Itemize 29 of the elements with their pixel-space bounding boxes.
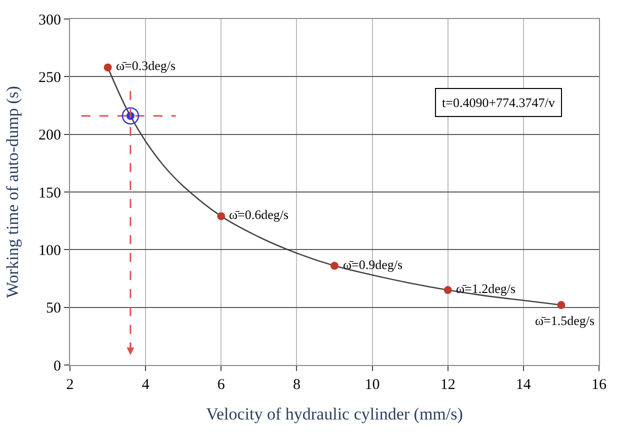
annotation: ω̄=0.3deg/s xyxy=(116,58,176,73)
x-tick-label: 2 xyxy=(66,377,74,393)
point xyxy=(217,212,226,220)
point xyxy=(122,107,140,125)
annotation: ω̄=0.6deg/s xyxy=(229,207,289,222)
x-tick-label: 8 xyxy=(292,377,300,393)
point xyxy=(557,301,566,310)
x-tick-label: 16 xyxy=(592,377,607,393)
y-tick-label: 300 xyxy=(38,12,61,28)
x-axis-title: Velocity of hydraulic cylinder (mm/s) xyxy=(206,404,463,424)
y-tick-label: 200 xyxy=(38,128,61,144)
y-tick-label: 0 xyxy=(54,358,61,374)
annotation: t=0.4090+774.3747/v xyxy=(442,95,556,110)
y-tick-label: 100 xyxy=(38,242,61,259)
annotation: ω̄=1.5deg/s xyxy=(535,313,595,328)
point xyxy=(104,63,112,72)
point xyxy=(330,262,338,270)
x-tick-label: 10 xyxy=(364,377,380,393)
x-tick-label: 6 xyxy=(217,377,226,393)
x-tick-label: 14 xyxy=(516,377,532,393)
y-tick-label: 150 xyxy=(38,185,61,202)
y-axis-title: Working time of auto-dump (s) xyxy=(3,86,22,298)
y-tick-label: 50 xyxy=(46,300,61,317)
annotation: ω̄=0.9deg/s xyxy=(343,257,403,272)
x-tick-label: 4 xyxy=(142,377,150,393)
x-tick-label: 12 xyxy=(440,377,456,393)
annotation: ω̄=1.2deg/s xyxy=(456,281,516,296)
y-tick-label: 250 xyxy=(38,70,61,86)
point xyxy=(444,286,452,294)
